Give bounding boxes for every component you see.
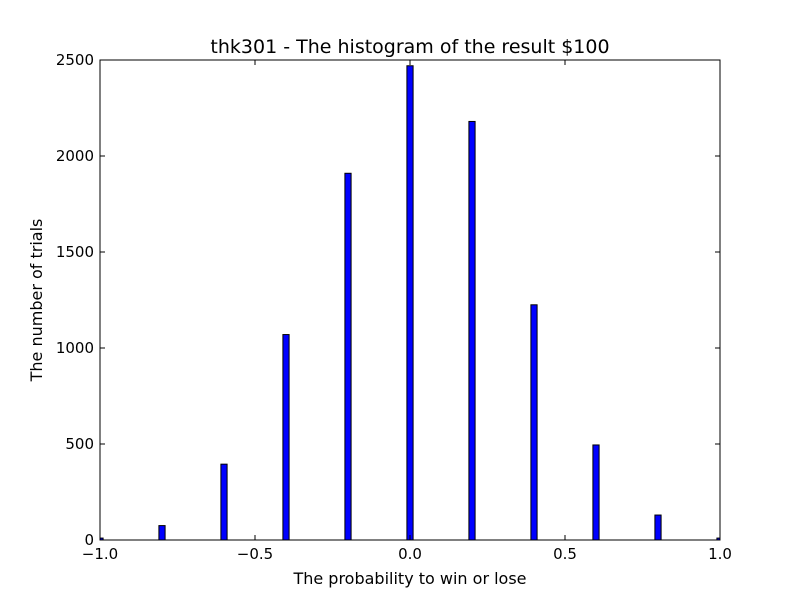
y-tick-label: 500 — [65, 435, 94, 453]
chart-title: thk301 - The histogram of the result $10… — [210, 36, 609, 58]
x-tick-label: 0.0 — [398, 545, 422, 563]
bars-layer — [100, 65, 720, 540]
histogram-bar — [220, 463, 228, 540]
histogram-bar — [158, 525, 166, 540]
y-tick-label: 2500 — [56, 51, 94, 69]
histogram-bar — [406, 65, 414, 540]
x-tick-label: −0.5 — [237, 545, 273, 563]
histogram-bar — [530, 304, 538, 540]
x-tick-label: 1.0 — [708, 545, 732, 563]
plot-frame — [99, 59, 721, 541]
histogram-bar — [344, 172, 352, 540]
histogram-bar — [654, 514, 662, 540]
x-tick-label: 0.5 — [553, 545, 577, 563]
y-axis-label: The number of trials — [27, 219, 46, 383]
histogram-bar — [716, 537, 720, 540]
y-tick-label: 1500 — [56, 243, 94, 261]
histogram-bar — [282, 334, 290, 540]
x-axis-label: The probability to win or lose — [292, 569, 526, 588]
y-tick-label: 2000 — [56, 147, 94, 165]
x-tick-label: −1.0 — [82, 545, 118, 563]
histogram-bar — [468, 120, 476, 540]
ticks-layer: −1.0 −0.5 0.0 0.5 1.0 0 500 1000 1500 2000 2500 — [56, 51, 732, 563]
y-tick-label: 0 — [84, 531, 94, 549]
histogram-bar — [592, 444, 600, 540]
y-tick-label: 1000 — [56, 339, 94, 357]
